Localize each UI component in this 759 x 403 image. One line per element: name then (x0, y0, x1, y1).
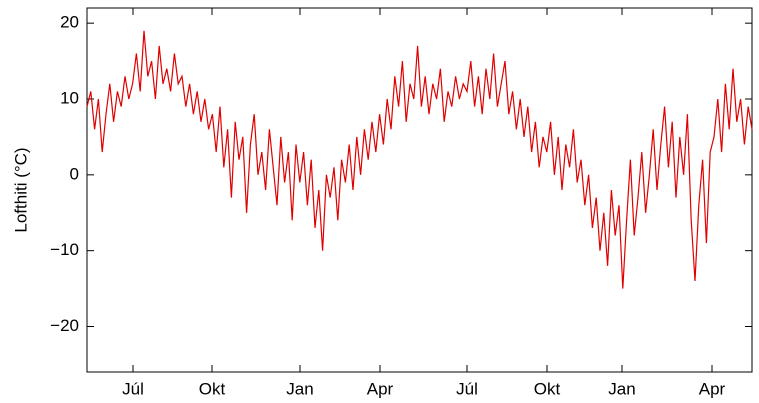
plot-frame (86, 7, 753, 373)
y-tick-label: 0 (70, 164, 79, 183)
y-tick-label: 20 (60, 13, 79, 32)
x-tick-label: Jan (608, 379, 635, 398)
series-line (86, 30, 753, 289)
y-axis-label: Lofthiti (°C) (11, 147, 30, 232)
x-tick-label: Júl (456, 379, 478, 398)
x-tick-label: Apr (699, 379, 726, 398)
x-tick-label: Apr (367, 379, 394, 398)
y-tick-label: −20 (50, 316, 79, 335)
x-tick-label: Jan (286, 379, 313, 398)
x-tick-label: Júl (122, 379, 144, 398)
y-tick-label: −10 (50, 240, 79, 259)
x-tick-label: Okt (199, 379, 226, 398)
x-tick-label: Okt (534, 379, 561, 398)
y-tick-label: 10 (60, 88, 79, 107)
